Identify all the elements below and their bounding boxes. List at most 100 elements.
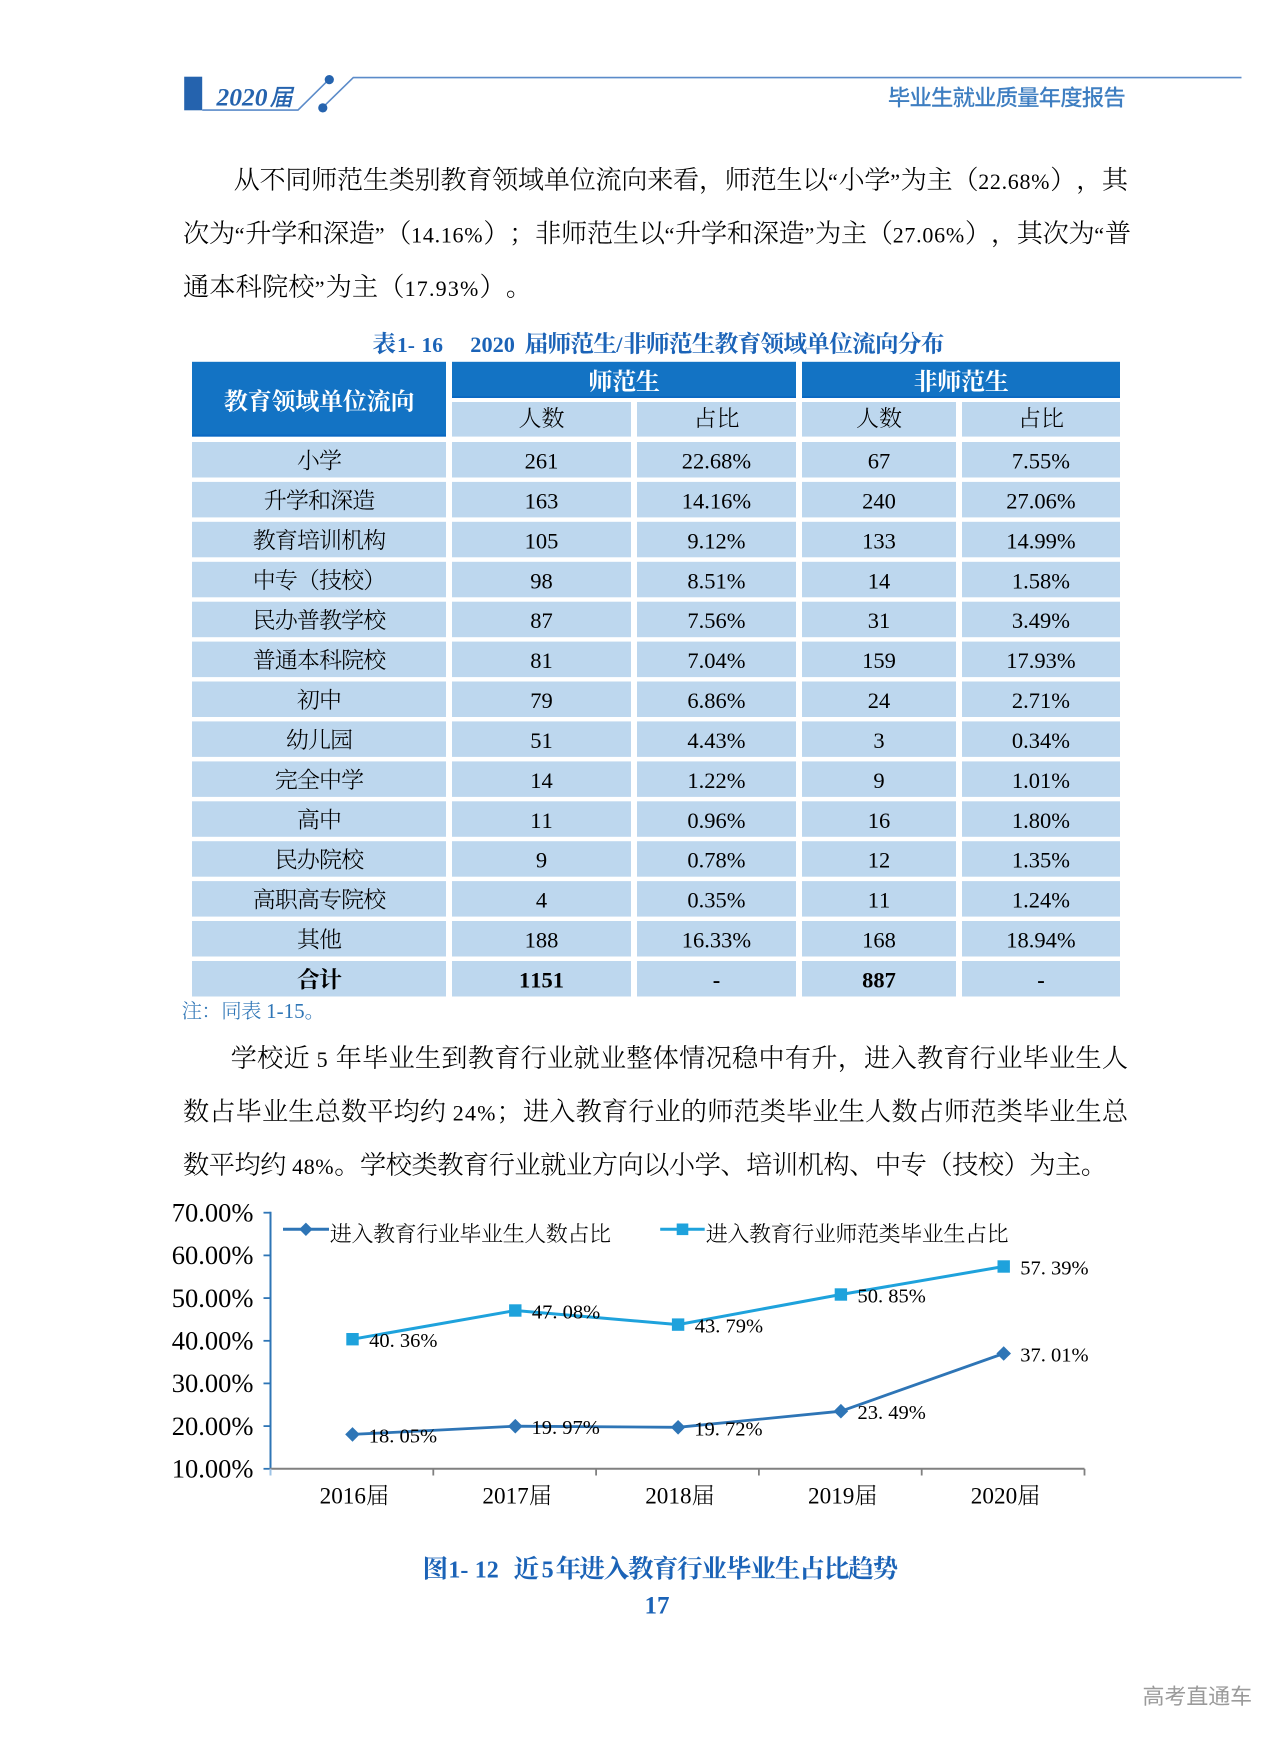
svg-text:16: 16 [422, 333, 444, 357]
svg-text:67: 67 [868, 449, 891, 474]
svg-text:60.00%: 60.00% [172, 1240, 254, 1270]
svg-text:24%: 24% [453, 1100, 497, 1125]
svg-text:1.35%: 1.35% [1012, 848, 1070, 873]
svg-text:17.93%: 17.93% [1006, 648, 1075, 673]
svg-text:7.56%: 7.56% [687, 608, 745, 633]
svg-text:19. 72%: 19. 72% [694, 1418, 762, 1440]
svg-text:1.01%: 1.01% [1012, 768, 1070, 793]
svg-text:“: “ [1094, 222, 1104, 247]
svg-text:50.00%: 50.00% [172, 1283, 254, 1313]
svg-text:3.49%: 3.49% [1012, 608, 1070, 633]
svg-text:37. 01%: 37. 01% [1020, 1345, 1088, 1367]
svg-text:887: 887 [862, 968, 896, 993]
svg-text:40.00%: 40.00% [172, 1326, 254, 1356]
svg-text:70.00%: 70.00% [172, 1198, 254, 1228]
svg-text:22.68%: 22.68% [682, 449, 751, 474]
svg-text:2017: 2017 [482, 1484, 528, 1510]
svg-text:7.04%: 7.04% [687, 648, 745, 673]
svg-text:0.34%: 0.34% [1012, 728, 1070, 753]
svg-text:3: 3 [873, 728, 884, 753]
svg-text:14.16%: 14.16% [682, 488, 751, 513]
svg-text:1-15: 1-15 [266, 999, 305, 1023]
svg-text:2020: 2020 [216, 82, 268, 111]
svg-text:1-: 1- [448, 1558, 468, 1584]
svg-text:”: ” [805, 222, 815, 247]
svg-text:1.80%: 1.80% [1012, 808, 1070, 833]
svg-text:168: 168 [862, 928, 896, 953]
svg-text:9: 9 [536, 848, 547, 873]
svg-text:12: 12 [475, 1558, 499, 1584]
svg-text:159: 159 [862, 648, 896, 673]
svg-text:0.78%: 0.78% [687, 848, 745, 873]
svg-text:-: - [713, 968, 721, 993]
svg-text:2016: 2016 [320, 1484, 366, 1510]
svg-text:18.94%: 18.94% [1006, 928, 1075, 953]
svg-text:18. 05%: 18. 05% [369, 1425, 437, 1447]
svg-text:48%: 48% [292, 1154, 334, 1179]
svg-text:105: 105 [525, 528, 559, 553]
svg-text:2.71%: 2.71% [1012, 688, 1070, 713]
svg-text:14: 14 [530, 768, 553, 793]
svg-text:14.99%: 14.99% [1006, 528, 1075, 553]
svg-text:17: 17 [645, 1593, 670, 1620]
svg-text:10.00%: 10.00% [172, 1454, 254, 1484]
svg-text:81: 81 [530, 648, 553, 673]
svg-text:188: 188 [525, 928, 559, 953]
svg-text:9: 9 [873, 768, 884, 793]
svg-text:”: ” [375, 222, 385, 247]
svg-text:“: “ [235, 222, 245, 247]
svg-text:43. 79%: 43. 79% [695, 1316, 763, 1338]
svg-text:9.12%: 9.12% [687, 528, 745, 553]
svg-text:7.55%: 7.55% [1012, 449, 1070, 474]
svg-text:16: 16 [868, 808, 891, 833]
svg-text:20.00%: 20.00% [172, 1411, 254, 1441]
svg-text:27.06%: 27.06% [893, 222, 965, 247]
svg-text:1.22%: 1.22% [687, 768, 745, 793]
svg-text:133: 133 [862, 528, 896, 553]
svg-text:1.58%: 1.58% [1012, 568, 1070, 593]
svg-text:0.96%: 0.96% [687, 808, 745, 833]
svg-text:2020: 2020 [971, 1484, 1017, 1510]
svg-text:2018: 2018 [645, 1484, 691, 1510]
svg-text:14.16%: 14.16% [411, 222, 483, 247]
svg-text:1151: 1151 [519, 968, 564, 993]
svg-text:1-: 1- [397, 333, 415, 357]
svg-text:87: 87 [530, 608, 553, 633]
svg-text:”: ” [315, 276, 325, 301]
svg-text:2019: 2019 [808, 1484, 854, 1510]
svg-text:“: “ [665, 222, 675, 247]
svg-text:40. 36%: 40. 36% [369, 1330, 437, 1352]
svg-text:11: 11 [868, 888, 891, 913]
svg-text:51: 51 [530, 728, 553, 753]
svg-text:98: 98 [530, 568, 553, 593]
svg-text:261: 261 [525, 449, 559, 474]
svg-text:79: 79 [530, 688, 553, 713]
svg-text:19. 97%: 19. 97% [532, 1417, 600, 1439]
svg-text:57. 39%: 57. 39% [1020, 1258, 1088, 1280]
svg-text:1.24%: 1.24% [1012, 888, 1070, 913]
svg-text:16.33%: 16.33% [682, 928, 751, 953]
svg-text:163: 163 [525, 488, 559, 513]
svg-text:30.00%: 30.00% [172, 1368, 254, 1398]
svg-text:24: 24 [868, 688, 891, 713]
svg-text:8.51%: 8.51% [687, 568, 745, 593]
svg-text:“: “ [828, 169, 838, 194]
svg-text:17.93%: 17.93% [405, 276, 480, 301]
svg-text:12: 12 [868, 848, 891, 873]
svg-text:5: 5 [317, 1047, 328, 1072]
svg-text:50. 85%: 50. 85% [858, 1286, 926, 1308]
svg-text:-: - [1037, 968, 1045, 993]
svg-text:0.35%: 0.35% [687, 888, 745, 913]
svg-text:5: 5 [542, 1558, 554, 1584]
svg-text:47. 08%: 47. 08% [532, 1302, 600, 1324]
svg-text:6.86%: 6.86% [687, 688, 745, 713]
svg-text:23. 49%: 23. 49% [858, 1402, 926, 1424]
svg-text:27.06%: 27.06% [1006, 488, 1075, 513]
svg-text:4: 4 [536, 888, 547, 913]
svg-text:2020: 2020 [470, 332, 515, 357]
svg-text:31: 31 [868, 608, 891, 633]
svg-text:4.43%: 4.43% [687, 728, 745, 753]
svg-text:22.68%: 22.68% [978, 169, 1050, 194]
svg-text:/: / [615, 332, 623, 357]
svg-text:11: 11 [530, 808, 553, 833]
